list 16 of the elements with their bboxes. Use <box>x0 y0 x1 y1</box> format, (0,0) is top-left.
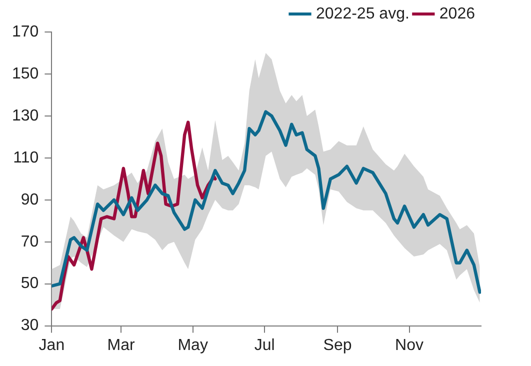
legend-label: 2022-25 avg. <box>316 5 410 22</box>
y-tick-label: 150 <box>12 65 39 82</box>
y-tick-label: 90 <box>20 191 39 208</box>
y-tick-label: 170 <box>12 23 39 40</box>
x-tick-label: Mar <box>107 336 136 354</box>
x-tick-label: May <box>178 336 208 354</box>
legend-label: 2026 <box>439 5 476 22</box>
y-tick-label: 30 <box>20 317 39 334</box>
y-tick-label: 70 <box>20 233 39 250</box>
y-tick-label: 50 <box>20 275 39 292</box>
x-tick-label: Jul <box>254 336 275 354</box>
x-tick-label: Sep <box>323 336 352 354</box>
x-tick-label: Jan <box>38 336 65 354</box>
x-tick-label: Nov <box>395 336 424 354</box>
y-tick-label: 110 <box>13 149 39 166</box>
y-tick-label: 130 <box>12 107 39 124</box>
